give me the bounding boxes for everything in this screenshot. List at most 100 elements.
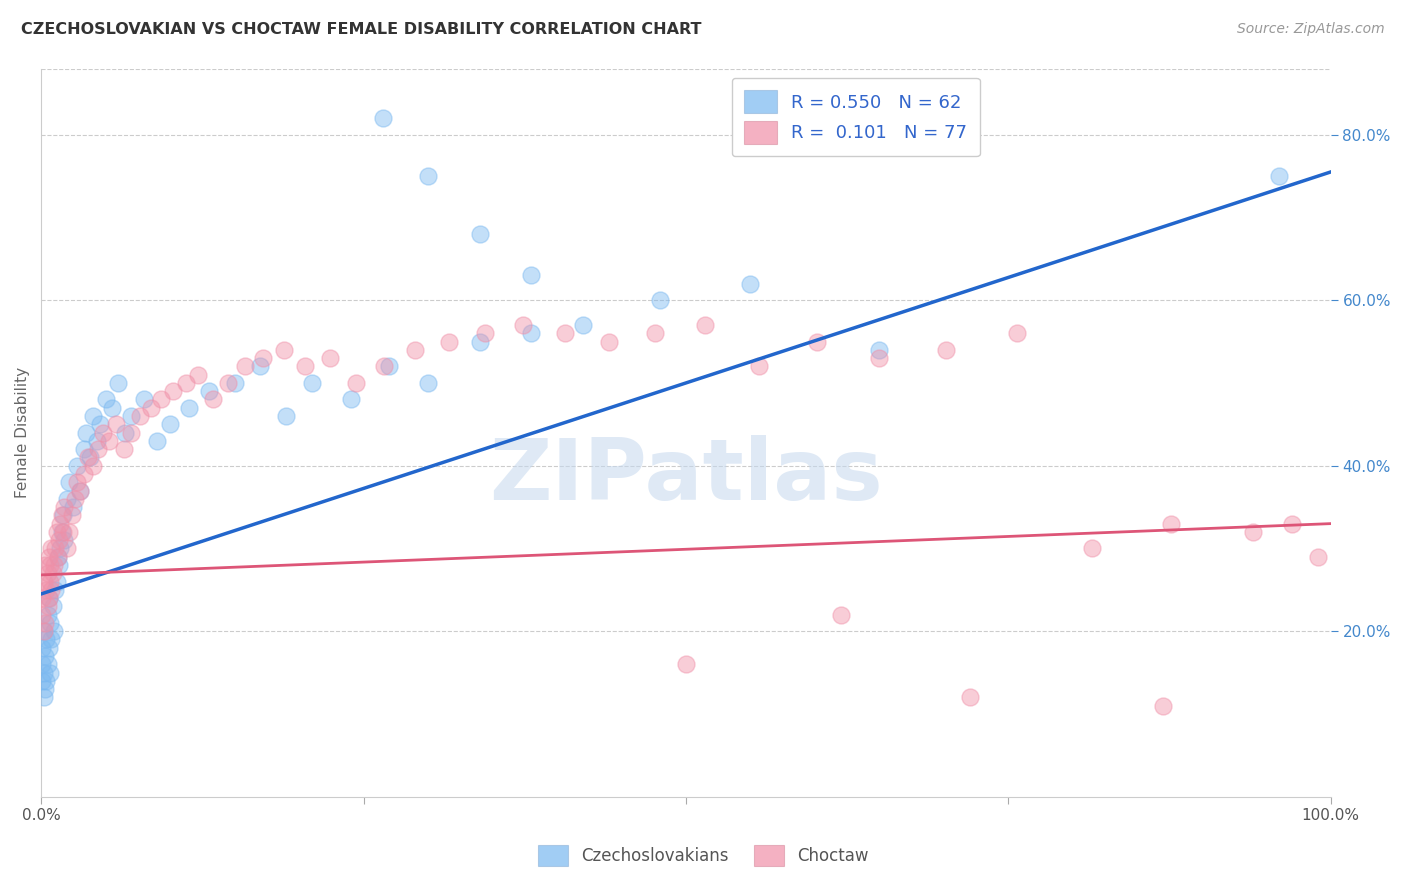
Point: [31, 591, 53, 606]
Point: [52, 524, 75, 539]
Point: [273, 343, 295, 357]
Point: [339, 392, 361, 407]
Point: [512, 318, 534, 332]
Point: [294, 359, 316, 374]
Point: [69, 483, 91, 498]
Point: [38, 591, 60, 606]
Point: [32, 665, 55, 680]
Point: [104, 417, 127, 432]
Point: [48, 558, 70, 572]
Point: [233, 359, 256, 374]
Point: [34, 615, 56, 630]
Point: [1241, 524, 1264, 539]
Point: [159, 417, 181, 432]
Point: [114, 425, 136, 440]
Point: [60, 508, 83, 523]
Point: [82, 458, 104, 473]
Point: [66, 475, 89, 490]
Point: [39, 574, 62, 589]
Point: [52, 508, 75, 523]
Point: [69, 483, 91, 498]
Point: [249, 359, 271, 374]
Point: [41, 566, 63, 581]
Point: [34, 648, 56, 663]
Point: [1152, 698, 1174, 713]
Point: [378, 359, 401, 374]
Point: [301, 376, 323, 390]
Point: [42, 624, 65, 639]
Point: [675, 657, 697, 672]
Point: [695, 318, 717, 332]
Point: [73, 442, 96, 457]
Point: [806, 334, 828, 349]
Point: [1081, 541, 1104, 556]
Point: [39, 558, 62, 572]
Point: [51, 524, 73, 539]
Point: [35, 632, 58, 647]
Point: [32, 624, 55, 639]
Point: [520, 268, 543, 283]
Point: [868, 351, 890, 365]
Legend: Czechoslovakians, Choctaw: Czechoslovakians, Choctaw: [531, 838, 875, 873]
Point: [644, 326, 666, 341]
Legend: R = 0.550   N = 62, R =  0.101   N = 77: R = 0.550 N = 62, R = 0.101 N = 77: [731, 78, 980, 156]
Point: [53, 533, 76, 548]
Point: [41, 632, 63, 647]
Point: [174, 376, 197, 390]
Point: [73, 467, 96, 481]
Point: [468, 227, 491, 241]
Point: [959, 690, 981, 705]
Point: [319, 351, 342, 365]
Point: [150, 392, 173, 407]
Point: [37, 566, 59, 581]
Point: [48, 533, 70, 548]
Point: [56, 541, 79, 556]
Point: [1007, 326, 1029, 341]
Point: [46, 549, 69, 564]
Point: [76, 450, 98, 465]
Text: ZIPatlas: ZIPatlas: [489, 434, 883, 517]
Point: [107, 376, 129, 390]
Point: [63, 491, 86, 506]
Point: [554, 326, 576, 341]
Point: [437, 334, 460, 349]
Text: Source: ZipAtlas.com: Source: ZipAtlas.com: [1237, 22, 1385, 37]
Point: [35, 673, 58, 688]
Point: [62, 500, 84, 514]
Point: [89, 417, 111, 432]
Point: [49, 516, 72, 531]
Point: [44, 582, 66, 597]
Point: [31, 657, 53, 672]
Point: [75, 425, 97, 440]
Point: [1160, 516, 1182, 531]
Point: [53, 500, 76, 514]
Point: [49, 541, 72, 556]
Point: [146, 434, 169, 448]
Point: [134, 392, 156, 407]
Y-axis label: Female Disability: Female Disability: [15, 367, 30, 498]
Point: [35, 582, 58, 597]
Point: [38, 549, 60, 564]
Point: [39, 615, 62, 630]
Point: [46, 549, 69, 564]
Point: [748, 359, 770, 374]
Point: [468, 334, 491, 349]
Point: [139, 401, 162, 415]
Point: [162, 384, 184, 399]
Text: CZECHOSLOVAKIAN VS CHOCTAW FEMALE DISABILITY CORRELATION CHART: CZECHOSLOVAKIAN VS CHOCTAW FEMALE DISABI…: [21, 22, 702, 37]
Point: [598, 334, 620, 349]
Point: [31, 607, 53, 622]
Point: [1281, 516, 1303, 531]
Point: [41, 582, 63, 597]
Point: [86, 434, 108, 448]
Point: [44, 541, 66, 556]
Point: [42, 558, 65, 572]
Point: [101, 401, 124, 415]
Point: [91, 425, 114, 440]
Point: [474, 326, 496, 341]
Point: [94, 392, 117, 407]
Point: [37, 607, 59, 622]
Point: [120, 409, 142, 423]
Point: [520, 326, 543, 341]
Point: [31, 640, 53, 655]
